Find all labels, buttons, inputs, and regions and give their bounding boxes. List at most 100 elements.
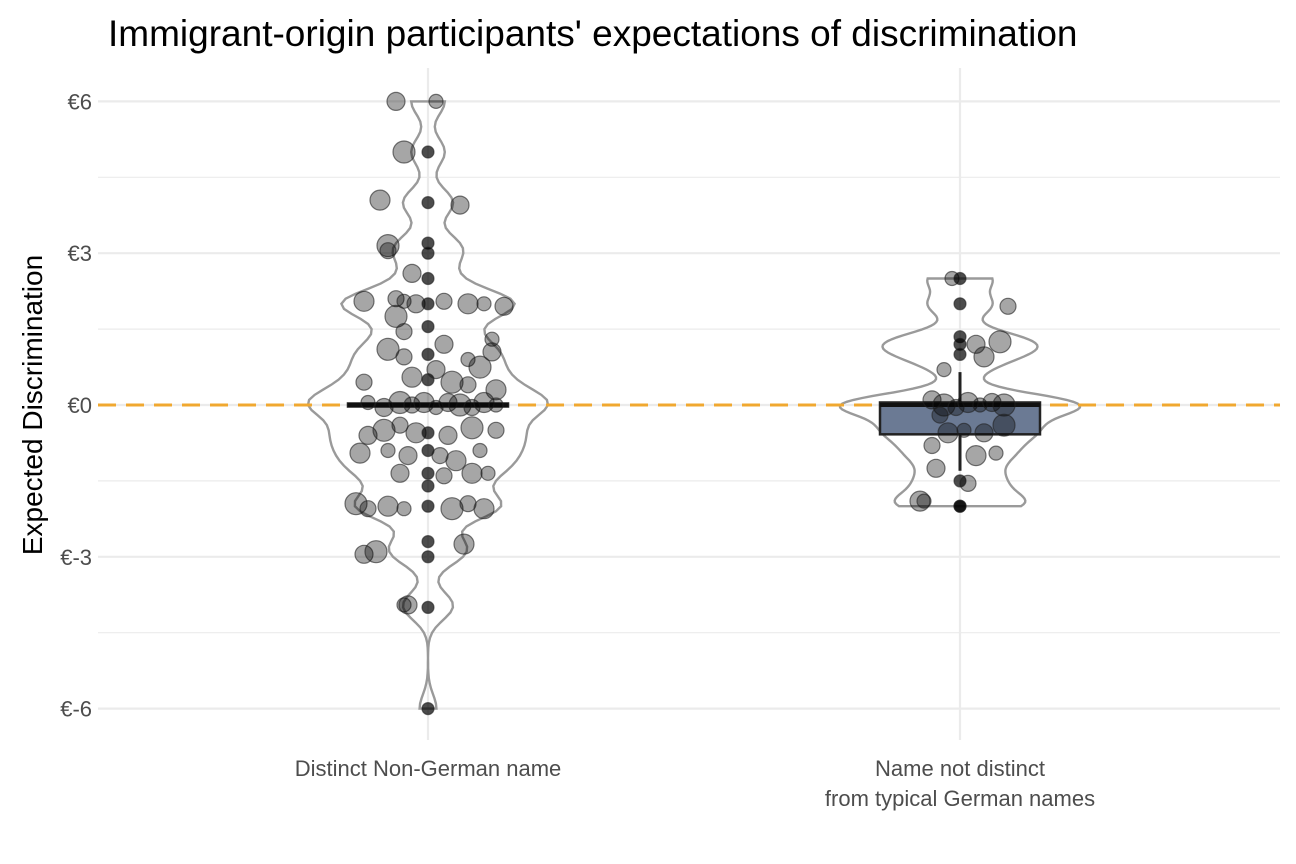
data-point (992, 413, 1016, 437)
data-point (922, 390, 942, 410)
data-point (965, 445, 987, 467)
data-point (421, 701, 435, 716)
data-point (966, 334, 986, 354)
data-point (355, 373, 373, 391)
data-point (387, 290, 405, 308)
y-tick-label: €-6 (60, 697, 92, 722)
data-point (463, 398, 481, 417)
data-point (353, 290, 375, 312)
data-point (434, 334, 454, 354)
data-point (440, 370, 464, 394)
data-point (468, 355, 492, 379)
y-tick-label: €-3 (60, 545, 92, 570)
data-point (421, 320, 435, 334)
data-point (909, 490, 931, 512)
data-point (988, 330, 1012, 354)
data-point (923, 436, 941, 455)
data-point (937, 422, 959, 444)
data-point (421, 426, 435, 440)
data-point (395, 348, 413, 366)
data-point (453, 533, 475, 555)
data-point (372, 418, 396, 442)
data-point (421, 347, 435, 361)
data-point (953, 297, 967, 311)
y-axis-label: Expected Discrimination (17, 255, 48, 555)
data-point (402, 263, 422, 283)
x-axis-ticks: Distinct Non-German name Name not distinc… (295, 756, 1095, 811)
y-tick-label: €6 (68, 89, 92, 114)
data-point (396, 501, 412, 517)
data-point (388, 390, 412, 415)
data-point (988, 445, 1004, 461)
data-point (448, 393, 472, 417)
data-point (936, 362, 952, 378)
data-point (947, 398, 965, 417)
data-point (956, 422, 972, 438)
data-point (992, 393, 1016, 417)
data-point (973, 346, 995, 368)
data-point (380, 442, 396, 459)
data-point (360, 394, 376, 411)
data-point (364, 540, 388, 564)
data-point (472, 442, 488, 459)
data-point (494, 296, 514, 316)
data-point (959, 474, 977, 492)
data-point (473, 498, 495, 520)
data-point (457, 293, 479, 315)
data-point (426, 360, 446, 380)
data-point (953, 347, 967, 361)
data-point (421, 145, 435, 159)
y-tick-label: €0 (68, 393, 92, 418)
data-point (376, 337, 400, 361)
data-point (421, 550, 435, 564)
data-point (344, 492, 368, 516)
data-point (953, 499, 967, 513)
data-point (926, 458, 946, 478)
violin-outline (306, 100, 550, 710)
data-point (390, 463, 410, 483)
data-point (359, 500, 377, 518)
data-point (450, 195, 470, 215)
data-point (461, 462, 483, 484)
data-point (932, 393, 956, 417)
data-point (392, 140, 416, 164)
data-point (421, 534, 435, 549)
data-point (369, 189, 391, 211)
data-point (421, 271, 435, 286)
data-point (421, 466, 435, 480)
data-point (438, 425, 458, 445)
data-point (398, 446, 418, 466)
data-point (999, 297, 1017, 315)
data-point (386, 91, 406, 112)
x-tick-label: from typical German names (825, 786, 1095, 811)
data-point (421, 499, 435, 513)
data-point (480, 465, 496, 481)
data-point (384, 304, 408, 328)
data-point (401, 366, 423, 388)
x-tick-label: Name not distinct (875, 756, 1045, 781)
data-point (398, 595, 418, 615)
data-point (421, 246, 435, 260)
data-point (482, 342, 502, 362)
data-point (421, 479, 435, 493)
y-axis-ticks: €-6 €-3 €0 €3 €6 (60, 89, 92, 721)
data-point (421, 297, 435, 311)
data-point (396, 597, 412, 613)
data-point (459, 376, 477, 394)
data-point (421, 196, 435, 210)
data-point (379, 242, 397, 260)
data-point (445, 450, 467, 472)
data-point (916, 493, 932, 509)
y-tick-label: €3 (68, 241, 92, 266)
data-point (376, 234, 400, 258)
data-point (377, 495, 399, 517)
data-point (435, 467, 453, 485)
data-point (391, 416, 409, 434)
data-point (460, 416, 484, 440)
data-point (953, 271, 967, 286)
data-point (484, 331, 500, 347)
data-point (488, 397, 504, 413)
data-point (487, 421, 505, 439)
data-point (421, 600, 435, 615)
